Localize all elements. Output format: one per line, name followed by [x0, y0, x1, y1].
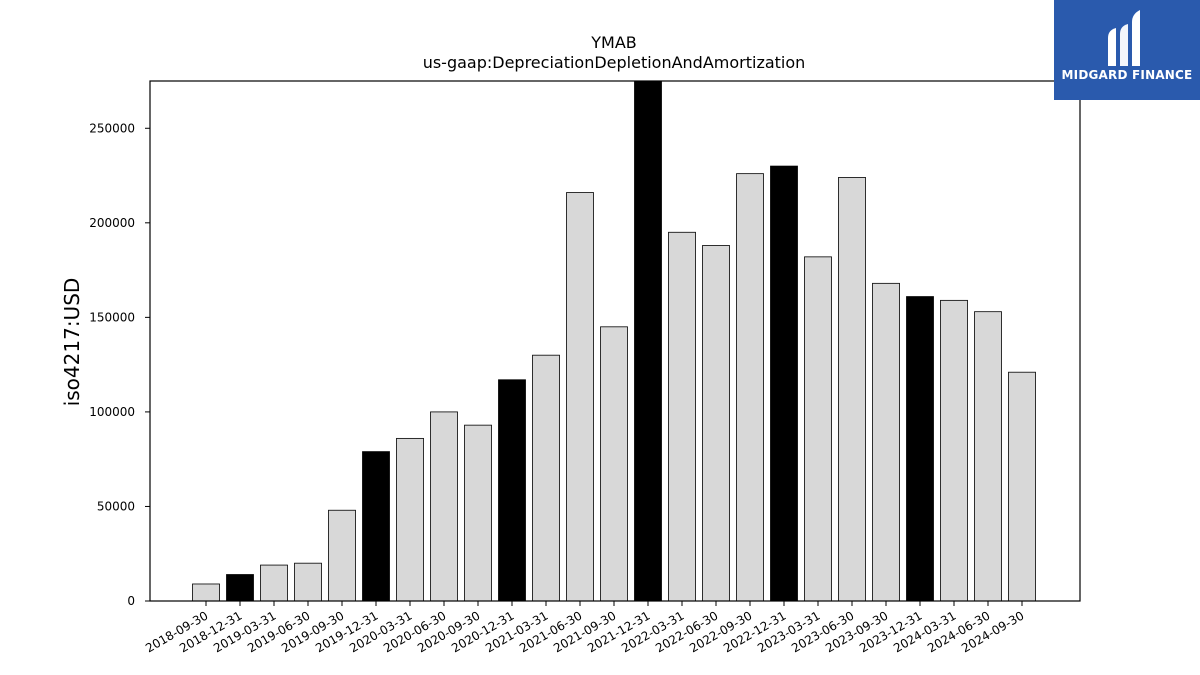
bar-2019-06-30 [294, 562, 322, 602]
bar-2023-06-30 [838, 177, 866, 602]
bar-2023-09-30 [872, 282, 900, 602]
y-tick-label: 200000 [89, 216, 135, 230]
bar-2024-09-30 [1008, 371, 1036, 602]
bar-2021-12-31 [634, 80, 662, 602]
logo-text: MIDGARD FINANCE [1061, 68, 1193, 82]
bar-2020-06-30 [430, 411, 458, 602]
y-ticks-group: 0 50000 100000 150000 200000 250000 [89, 121, 150, 608]
y-axis-label: iso4217:USD [60, 278, 84, 407]
chart-subtitle: us-gaap:DepreciationDepletionAndAmortiza… [423, 53, 806, 72]
bar-2018-12-31 [226, 574, 254, 602]
bar-2021-09-30 [600, 326, 628, 602]
y-tick-label: 0 [127, 594, 135, 608]
y-tick-label: 100000 [89, 405, 135, 419]
midgard-finance-logo: MIDGARD FINANCE [1054, 0, 1200, 100]
plot-frame [149, 80, 1081, 602]
bar-2020-12-31 [498, 379, 526, 602]
bar-2024-03-31 [940, 299, 968, 602]
y-tick-label: 150000 [89, 310, 135, 324]
bar-2023-03-31 [804, 256, 832, 602]
bar-2018-09-30 [192, 583, 220, 602]
bar-2022-09-30 [736, 173, 764, 602]
bar-2020-09-30 [464, 424, 492, 602]
bar-2022-06-30 [702, 245, 730, 602]
bar-2022-12-31 [770, 165, 798, 602]
y-tick-label: 50000 [97, 499, 135, 513]
bar-2023-12-31 [906, 296, 934, 602]
bar-2022-03-31 [668, 231, 696, 602]
chart-title: YMAB [590, 33, 637, 52]
bar-2021-03-31 [532, 354, 560, 602]
bar-2020-03-31 [396, 437, 424, 602]
bar-2019-09-30 [328, 509, 356, 602]
midgard-logo-icon [1108, 10, 1140, 66]
bar-2019-12-31 [362, 451, 390, 602]
bar-2019-03-31 [260, 564, 288, 602]
x-ticks-group: 2018-09-302018-12-312019-03-312019-06-30… [143, 601, 1027, 655]
bar-2024-06-30 [974, 311, 1002, 602]
bar-2021-06-30 [566, 192, 594, 602]
y-tick-label: 250000 [89, 121, 135, 135]
bars-group [192, 80, 1036, 602]
